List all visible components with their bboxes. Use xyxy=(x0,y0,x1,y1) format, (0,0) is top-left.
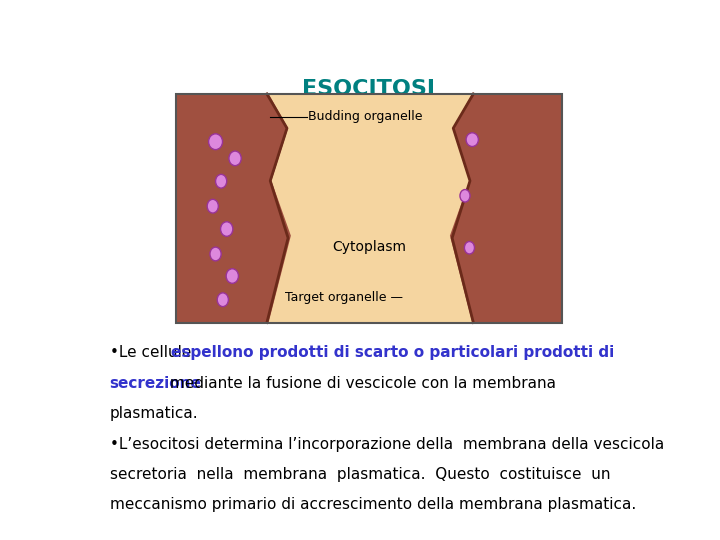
Polygon shape xyxy=(450,94,562,322)
Text: Budding organelle: Budding organelle xyxy=(307,110,422,123)
Text: meccanismo primario di accrescimento della membrana plasmatica.: meccanismo primario di accrescimento del… xyxy=(109,497,636,512)
Text: mediante la fusione di vescicole con la membrana: mediante la fusione di vescicole con la … xyxy=(165,376,556,391)
Text: secrezione: secrezione xyxy=(109,376,202,391)
Text: Cytoplasm: Cytoplasm xyxy=(332,240,406,254)
Text: secretoria  nella  membrana  plasmatica.  Questo  costituisce  un: secretoria nella membrana plasmatica. Qu… xyxy=(109,467,610,482)
Text: •Le cellule: •Le cellule xyxy=(109,346,196,361)
Text: ESOCITOSI: ESOCITOSI xyxy=(302,79,436,99)
Polygon shape xyxy=(176,94,291,322)
Text: espellono prodotti di scarto o particolari prodotti di: espellono prodotti di scarto o particola… xyxy=(171,346,614,361)
FancyBboxPatch shape xyxy=(176,94,562,322)
Ellipse shape xyxy=(215,174,227,188)
Ellipse shape xyxy=(220,222,233,237)
Ellipse shape xyxy=(460,190,470,202)
Ellipse shape xyxy=(229,151,241,166)
Ellipse shape xyxy=(226,269,238,284)
Ellipse shape xyxy=(217,293,228,307)
Ellipse shape xyxy=(464,241,474,254)
Ellipse shape xyxy=(209,134,222,150)
Ellipse shape xyxy=(210,247,221,261)
Text: Target organelle —: Target organelle — xyxy=(285,291,403,304)
Text: •L’esocitosi determina l’incorporazione della  membrana della vescicola: •L’esocitosi determina l’incorporazione … xyxy=(109,436,664,451)
Ellipse shape xyxy=(207,199,218,213)
Ellipse shape xyxy=(466,133,478,146)
Text: plasmatica.: plasmatica. xyxy=(109,406,198,421)
